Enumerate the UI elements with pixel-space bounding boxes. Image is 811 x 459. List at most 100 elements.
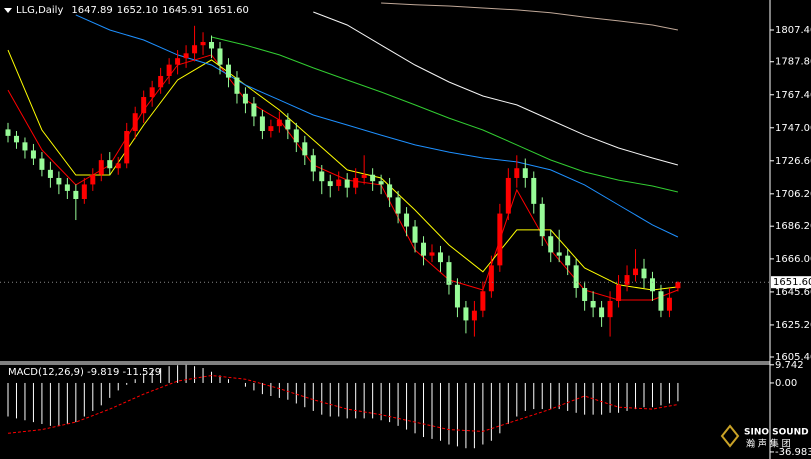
candle-body — [13, 135, 19, 143]
logo-icon — [720, 424, 740, 448]
logo-chinese: 瀚 声 集 团 — [746, 438, 791, 450]
ohlc-value: 1652.10 — [117, 5, 158, 16]
candle-body — [251, 103, 257, 117]
candle-body — [649, 278, 655, 292]
candle-body — [64, 184, 70, 191]
candle-body — [556, 252, 562, 256]
candle-body — [573, 265, 579, 289]
candle-body — [276, 119, 282, 127]
candle-body — [641, 268, 647, 279]
indicator-line — [7, 49, 678, 291]
candle-body — [149, 87, 155, 98]
candle-body — [548, 236, 554, 253]
candle-body — [166, 64, 172, 76]
y-tick-label: 1686.20 — [775, 221, 811, 232]
candle-body — [302, 142, 308, 156]
indicator-line — [313, 11, 679, 166]
y-tick-label: 1807.40 — [775, 25, 811, 36]
candle-body — [268, 126, 274, 132]
candle-body — [47, 169, 53, 178]
candle-body — [565, 255, 571, 266]
y-tick-label: 1726.60 — [775, 156, 811, 167]
price-tag-label: 1651.60 — [773, 277, 811, 288]
candle-body — [141, 97, 147, 114]
y-tick-label: 9.742 — [775, 360, 804, 371]
candle-body — [98, 160, 104, 175]
candle-body — [310, 155, 316, 172]
candle-body — [633, 268, 639, 276]
candle-body — [327, 181, 333, 187]
indicator-line — [7, 374, 678, 434]
candle-body — [463, 307, 469, 321]
candle-body — [22, 142, 28, 151]
candle-body — [5, 129, 11, 136]
ohlc-value: 1647.89 — [71, 5, 112, 16]
candle-body — [259, 116, 265, 132]
y-tick-label: 1787.80 — [775, 57, 811, 68]
candle-body — [107, 160, 113, 169]
y-tick-label: 1706.20 — [775, 189, 811, 200]
candle-body — [319, 171, 325, 182]
candle-body — [234, 77, 240, 94]
candle-body — [666, 297, 672, 311]
candle-body — [30, 150, 36, 159]
price-tag — [771, 276, 811, 289]
candle-body — [285, 119, 291, 130]
candle-body — [200, 41, 206, 46]
candle-body — [421, 242, 427, 256]
y-tick-label: 1645.60 — [775, 287, 811, 298]
candle-body — [497, 213, 503, 266]
candle-body — [209, 41, 215, 49]
candle-body — [429, 252, 435, 256]
candle-body — [514, 168, 520, 178]
y-tick-label: 1767.40 — [775, 90, 811, 101]
candle-body — [81, 184, 87, 199]
candle-body — [378, 181, 384, 185]
candle-body — [582, 288, 588, 301]
candle-body — [217, 48, 223, 65]
candle-body — [242, 93, 248, 104]
candle-body — [437, 252, 443, 263]
candle-body — [225, 64, 231, 78]
menu-arrow — [4, 8, 12, 13]
candle-body — [675, 282, 681, 289]
indicator-title: MACD(12,26,9) -9.819 -11.529 — [8, 367, 161, 378]
candle-body — [183, 53, 189, 59]
logo-brand: SINO SOUND — [744, 428, 809, 438]
y-tick-label: 1666.00 — [775, 254, 811, 265]
candle-body — [395, 197, 401, 214]
ohlc-value: 1645.91 — [162, 5, 203, 16]
candle-body — [471, 310, 477, 321]
symbol: LLG,Daily — [16, 5, 63, 16]
candle-body — [353, 177, 359, 188]
y-tick-label: -36.983 — [775, 447, 811, 458]
candle-body — [192, 45, 198, 54]
candle-body — [522, 168, 528, 178]
candle-body — [599, 307, 605, 318]
y-tick-label: 1625.20 — [775, 320, 811, 331]
candle-body — [132, 113, 138, 132]
candle-body — [158, 75, 164, 88]
candle-body — [539, 203, 545, 237]
y-tick-label: 0.00 — [775, 378, 797, 389]
candle-body — [293, 129, 299, 143]
candle-body — [624, 275, 630, 285]
candle-body — [531, 177, 537, 204]
candle-body — [505, 177, 511, 214]
indicator-line — [381, 2, 678, 31]
candle-body — [387, 184, 393, 198]
candle-body — [344, 179, 350, 188]
candle-body — [90, 174, 96, 185]
candle-body — [336, 179, 342, 187]
candle-body — [412, 226, 418, 243]
chart-title: LLG,Daily 1647.89 1652.10 1645.91 1651.60 — [16, 5, 249, 16]
candle-body — [39, 158, 45, 170]
y-tick-label: 1747.00 — [775, 123, 811, 134]
candle-body — [446, 262, 452, 285]
candle-body — [404, 213, 410, 227]
candle-body — [607, 300, 613, 318]
candle-body — [480, 291, 486, 311]
ohlc-value: 1651.60 — [207, 5, 248, 16]
